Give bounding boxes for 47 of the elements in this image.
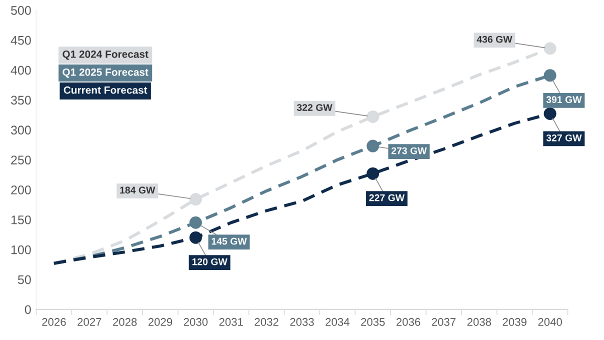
data-label: 436 GW bbox=[476, 36, 512, 43]
x-tick-label: 2030 bbox=[184, 318, 208, 326]
x-tick-label: 2038 bbox=[467, 318, 492, 326]
x-tick-label: 2040 bbox=[538, 318, 562, 326]
point bbox=[544, 69, 556, 82]
y-tick-label: 300 bbox=[11, 126, 31, 135]
y-tick-label: 250 bbox=[11, 156, 31, 164]
data-label: 391 GW bbox=[546, 96, 582, 104]
y-tick-label: 50 bbox=[18, 275, 31, 284]
x-tick-label: 2033 bbox=[290, 318, 314, 326]
x-tick-label: 2029 bbox=[148, 318, 172, 326]
y-tick-label: 0 bbox=[24, 305, 31, 314]
x-tick-label: 2039 bbox=[502, 318, 526, 326]
point bbox=[189, 193, 202, 206]
x-tick-label: 2026 bbox=[42, 318, 66, 326]
data-label: 273 GW bbox=[391, 147, 427, 154]
point bbox=[366, 110, 380, 123]
x-tick-label: 2034 bbox=[326, 318, 350, 326]
y-tick-label: 350 bbox=[11, 96, 31, 105]
y-tick-label: 500 bbox=[11, 6, 31, 15]
text: Q1 2024 Forecast bbox=[62, 50, 148, 60]
y-tick-label: 450 bbox=[10, 36, 31, 45]
point bbox=[366, 140, 380, 152]
point bbox=[544, 107, 556, 120]
y-tick-label: 150 bbox=[11, 215, 31, 224]
text: Current Forecast bbox=[64, 86, 148, 94]
x-tick-label: 2035 bbox=[361, 318, 385, 326]
x-tick-label: 2036 bbox=[396, 318, 420, 326]
data-label: 184 GW bbox=[120, 186, 156, 194]
point bbox=[189, 231, 202, 244]
x-tick-label: 2037 bbox=[432, 318, 456, 326]
point bbox=[366, 167, 380, 180]
x-tick-label: 2031 bbox=[219, 318, 243, 326]
data-label: 120 GW bbox=[192, 258, 228, 266]
point bbox=[544, 42, 556, 55]
x-tick-label: 2028 bbox=[113, 318, 137, 326]
data-label: 145 GW bbox=[212, 238, 247, 245]
text: Q1 2025 Forecast bbox=[62, 68, 148, 78]
data-label: 227 GW bbox=[369, 194, 405, 202]
x-tick-label: 2027 bbox=[78, 318, 102, 326]
y-tick-label: 200 bbox=[11, 186, 31, 194]
y-tick-label: 100 bbox=[11, 245, 31, 254]
data-label: 322 GW bbox=[296, 104, 332, 112]
point bbox=[189, 216, 202, 229]
y-tick-label: 400 bbox=[10, 66, 31, 75]
x-tick-label: 2032 bbox=[254, 318, 278, 326]
data-label: 327 GW bbox=[546, 134, 582, 142]
